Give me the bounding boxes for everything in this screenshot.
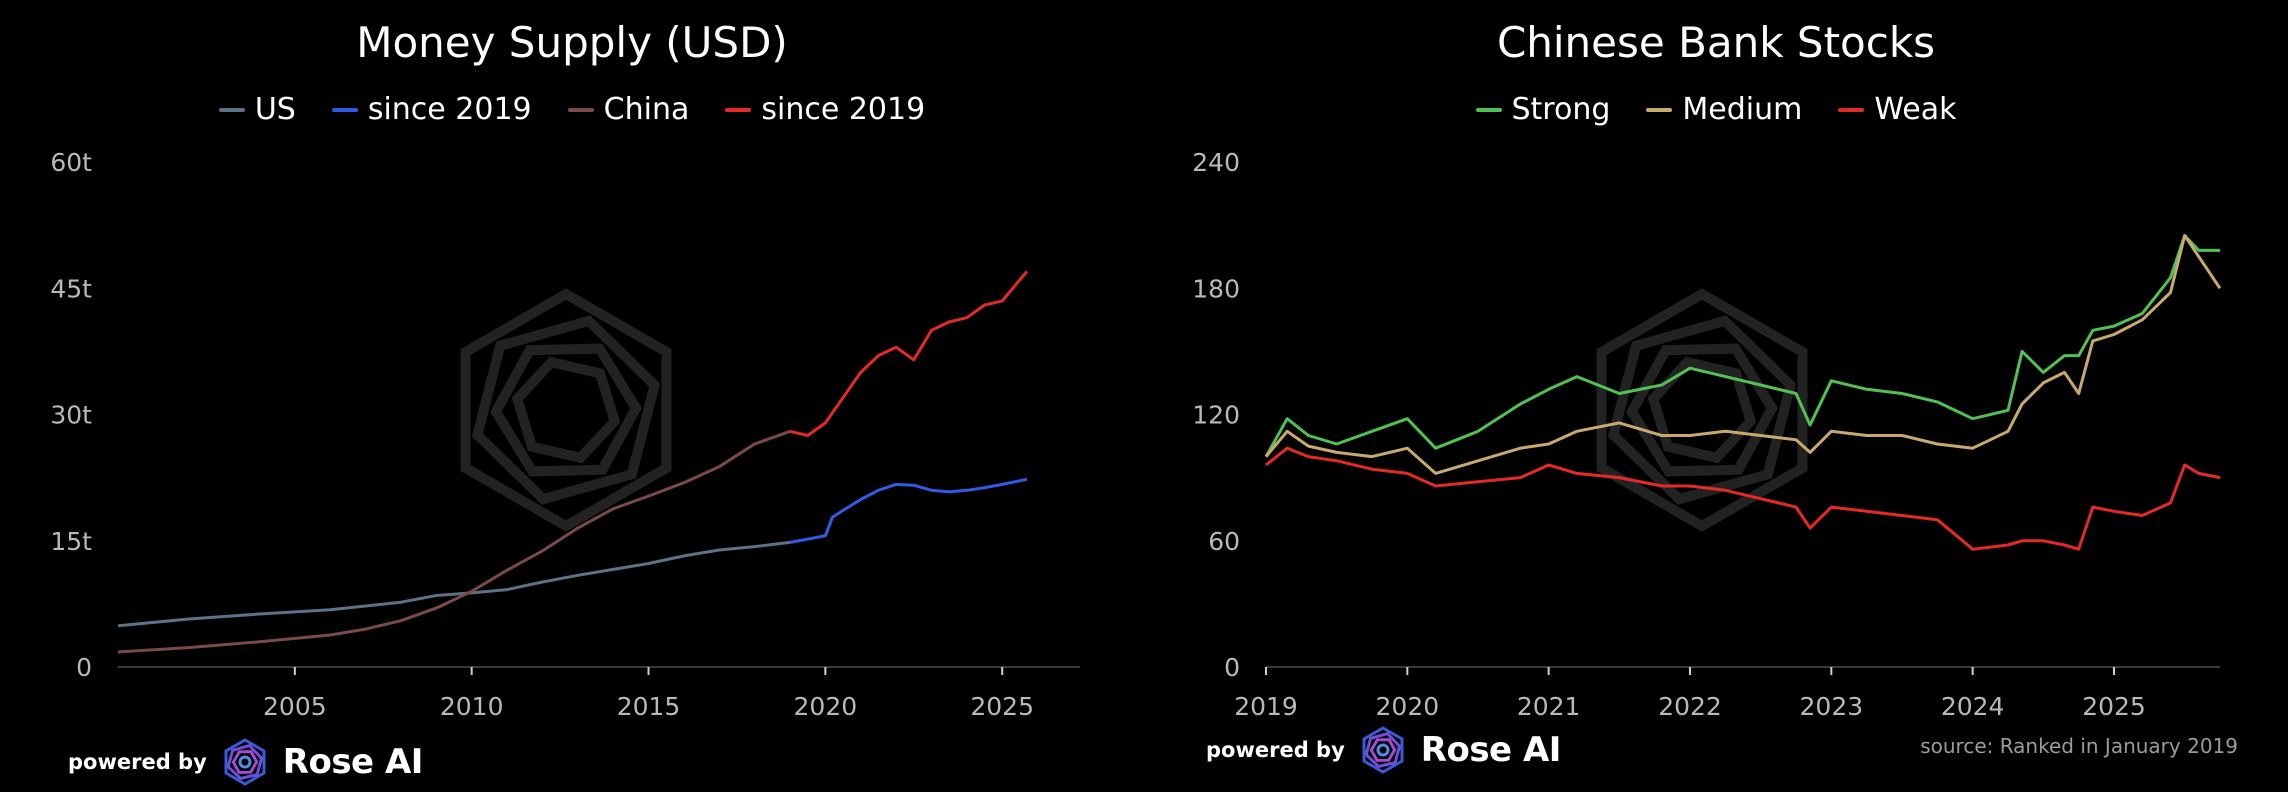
x-tick-label: 2022 — [1658, 692, 1722, 721]
bank-stocks-plot: 0 60 120 180 240 2019 2020 2021 2022 2023 2024 2025 — [1192, 148, 2222, 721]
y-tick-label: 15t — [50, 527, 92, 556]
rose-ai-brand-name: Rose AI — [1420, 730, 1562, 770]
series-line-us-since-2019 — [789, 477, 1028, 544]
x-tick-label: 2015 — [617, 692, 681, 721]
watermark-ring — [1596, 288, 1808, 532]
watermark-ring — [490, 343, 642, 477]
legend-swatch-medium — [1646, 107, 1673, 112]
y-tick-label: 30t — [50, 401, 92, 430]
source-note: source: Ranked in January 2019 — [1920, 734, 2238, 758]
legend-label-china: China — [603, 92, 690, 127]
legend-swatch-china-since-2019 — [725, 107, 752, 112]
legend-label-us: US — [254, 92, 296, 127]
x-tick-label: 2020 — [1376, 692, 1440, 721]
x-tick-label: 2019 — [1234, 692, 1298, 721]
chinese-bank-stocks-chart-panel: Chinese Bank Stocks Strong Medium Weak 0… — [1144, 0, 2288, 792]
chart-title-bank-stocks: Chinese Bank Stocks — [1496, 18, 1936, 67]
y-tick-label: 240 — [1192, 148, 1240, 177]
legend-swatch-weak — [1838, 107, 1865, 112]
y-tick-label: 0 — [76, 653, 92, 682]
watermark-ring — [1647, 356, 1757, 464]
watermark-ring — [471, 315, 661, 505]
y-tick-label: 120 — [1192, 401, 1240, 430]
money-supply-chart-panel: Money Supply (USD) US since 2019 China s… — [0, 18, 1144, 786]
legend-label-strong: Strong — [1511, 92, 1611, 127]
y-tick-label: 60 — [1208, 527, 1240, 556]
rose-ai-brand-name: Rose AI — [282, 742, 424, 782]
powered-by-label: powered by — [1206, 738, 1345, 762]
y-tick-label: 0 — [1224, 653, 1240, 682]
powered-by-badge-left: powered by Rose AI — [68, 738, 423, 786]
x-tick-label: 2023 — [1800, 692, 1864, 721]
rose-ai-logo-icon — [224, 738, 266, 786]
series-line-weak — [1265, 446, 2221, 551]
legend-label-us-since-2019: since 2019 — [367, 92, 532, 127]
powered-by-label: powered by — [68, 750, 207, 774]
legend-swatch-strong — [1475, 107, 1502, 112]
legend-item-medium: Medium — [1646, 92, 1802, 127]
x-tick-label: 2005 — [263, 692, 327, 721]
legend-item-china-since-2019: since 2019 — [725, 92, 925, 127]
watermark-ring — [1607, 315, 1797, 505]
watermark-ring — [1626, 343, 1778, 477]
rose-ai-logo-icon — [1362, 726, 1404, 774]
legend-item-us-since-2019: since 2019 — [331, 92, 532, 127]
series-line-us — [117, 540, 791, 628]
legend-swatch-us-since-2019 — [331, 107, 358, 112]
legend-item-strong: Strong — [1475, 92, 1611, 127]
x-tick-label: 2021 — [1517, 692, 1581, 721]
x-tick-label: 2010 — [440, 692, 504, 721]
powered-by-badge-right: powered by Rose AI — [1206, 726, 1561, 774]
legend-label-medium: Medium — [1682, 92, 1803, 127]
y-tick-label: 180 — [1192, 274, 1240, 303]
legend-label-china-since-2019: since 2019 — [761, 92, 926, 127]
legend-swatch-us — [218, 107, 245, 112]
watermark-ring — [511, 356, 621, 464]
series-line-medium — [1264, 234, 2222, 475]
legend-item-weak: Weak — [1838, 92, 1957, 127]
legend-label-weak: Weak — [1874, 92, 1957, 127]
series-line-strong — [1264, 234, 2220, 458]
series-line-china — [117, 429, 791, 654]
x-tick-label: 2020 — [794, 692, 858, 721]
legend-bank-stocks: Strong Medium Weak — [1144, 92, 2288, 127]
legend-swatch-china — [567, 107, 594, 112]
y-tick-label: 60t — [50, 148, 92, 177]
legend-item-us: US — [218, 92, 296, 127]
watermark-logo — [460, 288, 672, 532]
chart-title-money-supply: Money Supply (USD) — [356, 18, 788, 67]
x-tick-label: 2025 — [970, 692, 1034, 721]
y-tick-label: 45t — [50, 274, 92, 303]
x-tick-label: 2025 — [2082, 692, 2146, 721]
x-tick-label: 2024 — [1941, 692, 2005, 721]
money-supply-plot: 0 15t 30t 45t 60t 2005 2010 2015 2020 2025 — [50, 148, 1080, 721]
legend-money-supply: US since 2019 China since 2019 — [0, 92, 1144, 127]
series-line-china-since-2019 — [789, 270, 1029, 437]
legend-item-china: China — [567, 92, 690, 127]
watermark-ring — [460, 288, 672, 532]
watermark-logo — [1596, 288, 1808, 532]
